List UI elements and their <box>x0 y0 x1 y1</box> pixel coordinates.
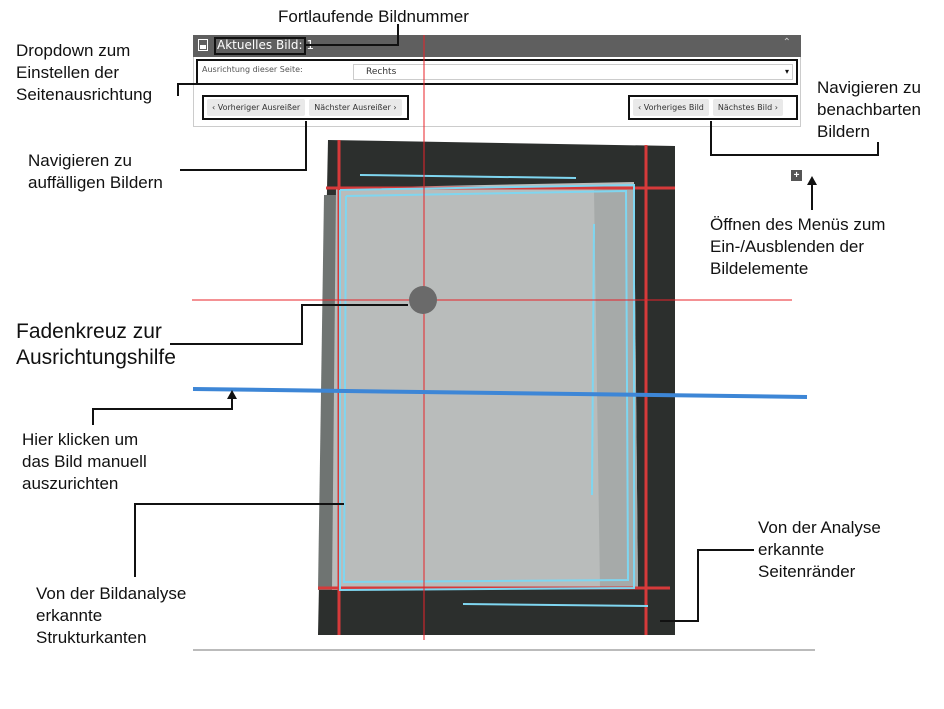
next-outlier-button[interactable]: Nächster Ausreißer › <box>309 99 402 116</box>
annotation-image-number: Fortlaufende Bildnummer <box>278 7 469 26</box>
callout-image-number <box>306 24 399 46</box>
chevron-up-icon[interactable]: ⌃ <box>782 37 791 48</box>
scanned-page-image[interactable] <box>318 140 675 635</box>
callout-neighbor-nav <box>710 121 879 156</box>
callout-lines <box>92 24 879 622</box>
structure-edge-top <box>359 174 577 179</box>
callout-crosshair <box>170 304 408 345</box>
toggle-elements-button[interactable]: + <box>791 170 802 181</box>
structure-edge-inner <box>342 189 630 584</box>
current-image-title: Aktuelles Bild: 1 <box>217 38 314 52</box>
annotation-page-edges: Von der Analyse erkannte Seitenränder <box>758 518 881 581</box>
arrowhead-manual-align <box>227 390 237 399</box>
next-image-button[interactable]: Nächstes Bild › <box>712 99 783 116</box>
structure-edge-frame <box>339 183 635 592</box>
orientation-value: Rechts <box>366 67 397 77</box>
callout-structure-edges <box>134 503 344 577</box>
manual-alignment-line[interactable] <box>192 387 808 399</box>
annotation-element-menu: Öffnen des Menüs zum Ein-/Ausblenden der… <box>710 215 886 278</box>
annotation-manual-align: Hier klicken um das Bild manuell auszuri… <box>22 430 147 493</box>
arrowhead-element-menu <box>807 176 817 185</box>
dropdown-caret-icon: ▾ <box>784 67 789 76</box>
orientation-label: Ausrichtung dieser Seite: <box>202 65 303 74</box>
image-panel-header: Aktuelles Bild: 1 ⌃ <box>193 35 801 57</box>
structure-edges <box>339 174 649 607</box>
annotation-outlier-nav: Navigieren zu auffälligen Bildern <box>28 151 163 192</box>
annotation-structure-edges: Von der Bildanalyse erkannte Strukturkan… <box>36 584 187 647</box>
prev-outlier-button[interactable]: ‹ Vorheriger Ausreißer <box>207 99 306 116</box>
callout-manual-align <box>92 396 233 425</box>
orientation-row: Ausrichtung dieser Seite: Rechts ▾ <box>196 59 798 85</box>
annotation-neighbor-nav: Navigieren zu benachbarten Bildern <box>817 78 921 141</box>
image-nav-group: ‹ Vorheriges Bild Nächstes Bild › <box>628 95 798 120</box>
orientation-dropdown[interactable]: Rechts ▾ <box>353 64 793 80</box>
prev-image-button[interactable]: ‹ Vorheriges Bild <box>633 99 709 116</box>
structure-edge-bottom <box>462 603 649 607</box>
annotation-orientation-dropdown: Dropdown zum Einstellen der Seitenausric… <box>16 41 153 104</box>
outlier-nav-group: ‹ Vorheriger Ausreißer Nächster Ausreiße… <box>202 95 409 120</box>
image-number-highlight <box>214 37 306 55</box>
callout-outlier-nav <box>180 121 307 171</box>
callout-page-edges <box>660 549 754 622</box>
document-icon <box>198 39 208 51</box>
page-paper <box>332 182 638 590</box>
callout-dropdown <box>177 83 198 96</box>
structure-edge-vertical <box>591 223 595 496</box>
annotation-crosshair: Fadenkreuz zur Ausrichtungshilfe <box>16 320 176 369</box>
callout-arrowheads <box>227 176 817 399</box>
crosshair-center[interactable] <box>409 286 437 314</box>
